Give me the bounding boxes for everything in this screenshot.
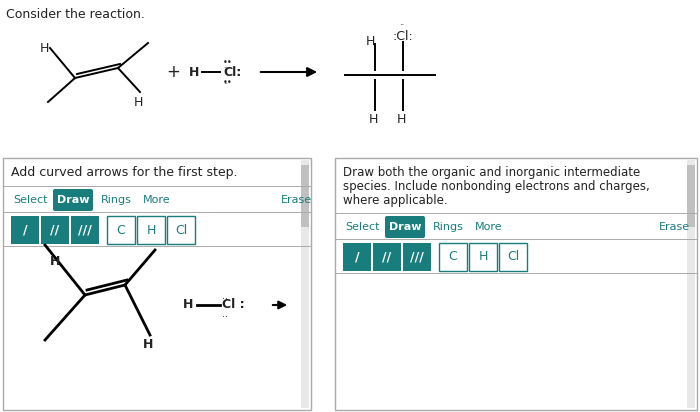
Text: H: H <box>189 66 199 79</box>
Text: H: H <box>365 35 375 48</box>
Bar <box>107 216 135 244</box>
Text: More: More <box>475 222 503 232</box>
Text: ///: /// <box>78 223 92 236</box>
Text: //: // <box>382 250 391 264</box>
Text: where applicable.: where applicable. <box>343 194 447 207</box>
Text: Cl :: Cl : <box>222 299 244 311</box>
Bar <box>41 216 69 244</box>
Text: ••: •• <box>223 58 232 66</box>
FancyBboxPatch shape <box>385 216 425 238</box>
Bar <box>469 243 497 271</box>
Text: Draw: Draw <box>57 195 90 205</box>
Text: H: H <box>478 250 488 264</box>
Bar <box>301 165 309 227</box>
Text: H: H <box>39 42 49 55</box>
Text: H: H <box>368 113 378 126</box>
Text: ..: .. <box>222 309 228 319</box>
Bar <box>343 243 371 271</box>
Bar <box>373 243 401 271</box>
Text: Consider the reaction.: Consider the reaction. <box>6 8 145 21</box>
Text: H: H <box>183 299 193 311</box>
Text: Select: Select <box>345 222 379 232</box>
Text: Rings: Rings <box>101 195 132 205</box>
Text: Add curved arrows for the first step.: Add curved arrows for the first step. <box>11 166 237 179</box>
Text: /: / <box>355 250 359 264</box>
Bar <box>687 165 695 227</box>
Text: Cl: Cl <box>507 250 519 264</box>
Text: H: H <box>396 113 406 126</box>
Bar <box>439 243 467 271</box>
Text: Erase: Erase <box>659 222 690 232</box>
Text: More: More <box>143 195 171 205</box>
Bar <box>71 216 99 244</box>
Text: /: / <box>22 223 27 236</box>
Text: Cl:: Cl: <box>223 66 242 79</box>
Bar <box>3 158 311 410</box>
Text: //: // <box>50 223 60 236</box>
Text: +: + <box>166 63 180 81</box>
Text: :Cl:: :Cl: <box>393 30 414 43</box>
Text: ..: .. <box>399 17 405 26</box>
Text: H: H <box>133 96 143 109</box>
Bar <box>301 160 309 408</box>
Text: ..: .. <box>223 77 228 86</box>
Text: ..: .. <box>222 291 228 301</box>
Bar <box>137 216 165 244</box>
Text: ••: •• <box>223 77 232 87</box>
Bar <box>11 216 39 244</box>
Text: H: H <box>50 255 60 268</box>
Text: H: H <box>143 338 153 351</box>
Bar <box>167 216 195 244</box>
Text: ///: /// <box>410 250 424 264</box>
Bar <box>335 158 697 410</box>
Text: Cl: Cl <box>175 223 187 236</box>
Text: C: C <box>449 250 457 264</box>
Bar <box>687 160 695 408</box>
Bar <box>403 243 431 271</box>
Text: ..: .. <box>223 61 228 70</box>
Text: C: C <box>117 223 125 236</box>
Text: species. Include nonbonding electrons and charges,: species. Include nonbonding electrons an… <box>343 180 650 193</box>
Text: H: H <box>146 223 155 236</box>
Text: Rings: Rings <box>433 222 464 232</box>
Bar <box>499 243 527 271</box>
FancyBboxPatch shape <box>53 189 93 211</box>
Text: Draw: Draw <box>389 222 421 232</box>
Text: Erase: Erase <box>281 195 312 205</box>
Text: Select: Select <box>13 195 48 205</box>
Text: Draw both the organic and inorganic intermediate: Draw both the organic and inorganic inte… <box>343 166 640 179</box>
